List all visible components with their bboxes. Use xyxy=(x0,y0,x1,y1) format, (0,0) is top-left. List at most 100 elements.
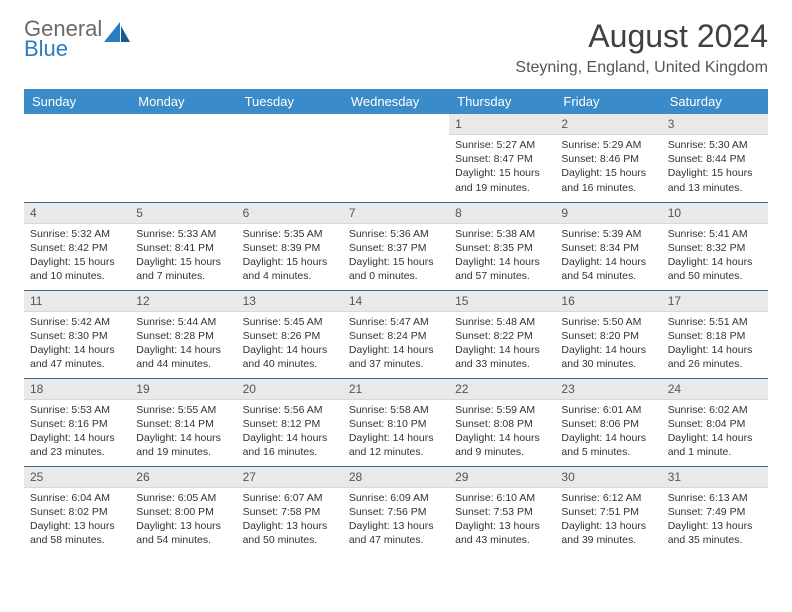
day-number: 3 xyxy=(662,114,768,135)
day-number: 17 xyxy=(662,291,768,312)
day-daylight: Daylight: 14 hours and 16 minutes. xyxy=(243,431,337,459)
day-sunset: Sunset: 8:26 PM xyxy=(243,329,337,343)
dayname-row: Sunday Monday Tuesday Wednesday Thursday… xyxy=(24,89,768,114)
day-daylight: Daylight: 14 hours and 5 minutes. xyxy=(561,431,655,459)
day-details: Sunrise: 6:10 AMSunset: 7:53 PMDaylight:… xyxy=(449,488,555,552)
day-sunrise: Sunrise: 5:56 AM xyxy=(243,403,337,417)
day-sunrise: Sunrise: 5:45 AM xyxy=(243,315,337,329)
day-number: 27 xyxy=(237,467,343,488)
day-details: Sunrise: 5:47 AMSunset: 8:24 PMDaylight:… xyxy=(343,312,449,376)
day-sunset: Sunset: 8:12 PM xyxy=(243,417,337,431)
day-sunset: Sunset: 8:47 PM xyxy=(455,152,549,166)
day-sunrise: Sunrise: 5:36 AM xyxy=(349,227,443,241)
day-sunrise: Sunrise: 5:44 AM xyxy=(136,315,230,329)
header: General Blue August 2024 Steyning, Engla… xyxy=(24,18,768,77)
calendar-row: 25Sunrise: 6:04 AMSunset: 8:02 PMDayligh… xyxy=(24,466,768,554)
logo-line2: Blue xyxy=(24,38,102,60)
day-number: 26 xyxy=(130,467,236,488)
calendar-cell: 24Sunrise: 6:02 AMSunset: 8:04 PMDayligh… xyxy=(662,378,768,466)
day-sunset: Sunset: 7:53 PM xyxy=(455,505,549,519)
calendar-cell: 29Sunrise: 6:10 AMSunset: 7:53 PMDayligh… xyxy=(449,466,555,554)
day-daylight: Daylight: 15 hours and 7 minutes. xyxy=(136,255,230,283)
calendar-cell: 31Sunrise: 6:13 AMSunset: 7:49 PMDayligh… xyxy=(662,466,768,554)
dayname-mon: Monday xyxy=(130,89,236,114)
day-sunrise: Sunrise: 6:07 AM xyxy=(243,491,337,505)
day-sunrise: Sunrise: 5:59 AM xyxy=(455,403,549,417)
day-details: Sunrise: 6:13 AMSunset: 7:49 PMDaylight:… xyxy=(662,488,768,552)
calendar-cell: 20Sunrise: 5:56 AMSunset: 8:12 PMDayligh… xyxy=(237,378,343,466)
calendar-row: 18Sunrise: 5:53 AMSunset: 8:16 PMDayligh… xyxy=(24,378,768,466)
calendar-cell: 30Sunrise: 6:12 AMSunset: 7:51 PMDayligh… xyxy=(555,466,661,554)
day-details: Sunrise: 6:05 AMSunset: 8:00 PMDaylight:… xyxy=(130,488,236,552)
calendar-cell: 23Sunrise: 6:01 AMSunset: 8:06 PMDayligh… xyxy=(555,378,661,466)
day-daylight: Daylight: 14 hours and 57 minutes. xyxy=(455,255,549,283)
day-sunrise: Sunrise: 6:13 AM xyxy=(668,491,762,505)
day-daylight: Daylight: 14 hours and 23 minutes. xyxy=(30,431,124,459)
day-daylight: Daylight: 14 hours and 44 minutes. xyxy=(136,343,230,371)
day-sunset: Sunset: 8:28 PM xyxy=(136,329,230,343)
location-label: Steyning, England, United Kingdom xyxy=(515,59,768,77)
day-daylight: Daylight: 14 hours and 40 minutes. xyxy=(243,343,337,371)
calendar-cell xyxy=(130,114,236,202)
calendar-cell: 18Sunrise: 5:53 AMSunset: 8:16 PMDayligh… xyxy=(24,378,130,466)
day-sunset: Sunset: 7:58 PM xyxy=(243,505,337,519)
day-number: 5 xyxy=(130,203,236,224)
day-sunrise: Sunrise: 6:02 AM xyxy=(668,403,762,417)
day-number: 6 xyxy=(237,203,343,224)
day-details: Sunrise: 5:50 AMSunset: 8:20 PMDaylight:… xyxy=(555,312,661,376)
day-sunset: Sunset: 8:42 PM xyxy=(30,241,124,255)
title-block: August 2024 Steyning, England, United Ki… xyxy=(515,18,768,77)
day-daylight: Daylight: 13 hours and 58 minutes. xyxy=(30,519,124,547)
day-sunrise: Sunrise: 6:12 AM xyxy=(561,491,655,505)
day-details: Sunrise: 6:02 AMSunset: 8:04 PMDaylight:… xyxy=(662,400,768,464)
day-sunrise: Sunrise: 6:04 AM xyxy=(30,491,124,505)
day-number: 8 xyxy=(449,203,555,224)
day-details: Sunrise: 5:59 AMSunset: 8:08 PMDaylight:… xyxy=(449,400,555,464)
day-sunset: Sunset: 8:06 PM xyxy=(561,417,655,431)
dayname-sat: Saturday xyxy=(662,89,768,114)
day-sunrise: Sunrise: 5:47 AM xyxy=(349,315,443,329)
dayname-wed: Wednesday xyxy=(343,89,449,114)
day-sunset: Sunset: 7:56 PM xyxy=(349,505,443,519)
day-number: 9 xyxy=(555,203,661,224)
day-daylight: Daylight: 15 hours and 10 minutes. xyxy=(30,255,124,283)
day-details: Sunrise: 5:38 AMSunset: 8:35 PMDaylight:… xyxy=(449,224,555,288)
day-details: Sunrise: 5:35 AMSunset: 8:39 PMDaylight:… xyxy=(237,224,343,288)
day-sunset: Sunset: 8:00 PM xyxy=(136,505,230,519)
day-details: Sunrise: 5:48 AMSunset: 8:22 PMDaylight:… xyxy=(449,312,555,376)
day-daylight: Daylight: 14 hours and 12 minutes. xyxy=(349,431,443,459)
day-sunset: Sunset: 8:16 PM xyxy=(30,417,124,431)
day-sunset: Sunset: 8:39 PM xyxy=(243,241,337,255)
day-daylight: Daylight: 14 hours and 9 minutes. xyxy=(455,431,549,459)
day-daylight: Daylight: 14 hours and 54 minutes. xyxy=(561,255,655,283)
calendar-cell: 8Sunrise: 5:38 AMSunset: 8:35 PMDaylight… xyxy=(449,202,555,290)
day-sunrise: Sunrise: 5:39 AM xyxy=(561,227,655,241)
day-details: Sunrise: 5:27 AMSunset: 8:47 PMDaylight:… xyxy=(449,135,555,199)
day-details: Sunrise: 5:51 AMSunset: 8:18 PMDaylight:… xyxy=(662,312,768,376)
day-daylight: Daylight: 13 hours and 39 minutes. xyxy=(561,519,655,547)
calendar-row: 1Sunrise: 5:27 AMSunset: 8:47 PMDaylight… xyxy=(24,114,768,202)
day-sunrise: Sunrise: 5:58 AM xyxy=(349,403,443,417)
day-details: Sunrise: 5:42 AMSunset: 8:30 PMDaylight:… xyxy=(24,312,130,376)
day-sunset: Sunset: 8:37 PM xyxy=(349,241,443,255)
day-daylight: Daylight: 13 hours and 43 minutes. xyxy=(455,519,549,547)
calendar-cell: 5Sunrise: 5:33 AMSunset: 8:41 PMDaylight… xyxy=(130,202,236,290)
calendar-cell: 11Sunrise: 5:42 AMSunset: 8:30 PMDayligh… xyxy=(24,290,130,378)
day-sunrise: Sunrise: 5:33 AM xyxy=(136,227,230,241)
calendar-cell: 6Sunrise: 5:35 AMSunset: 8:39 PMDaylight… xyxy=(237,202,343,290)
day-details: Sunrise: 5:29 AMSunset: 8:46 PMDaylight:… xyxy=(555,135,661,199)
day-number: 7 xyxy=(343,203,449,224)
day-daylight: Daylight: 15 hours and 19 minutes. xyxy=(455,166,549,194)
day-sunset: Sunset: 8:10 PM xyxy=(349,417,443,431)
day-sunrise: Sunrise: 5:41 AM xyxy=(668,227,762,241)
calendar-cell: 12Sunrise: 5:44 AMSunset: 8:28 PMDayligh… xyxy=(130,290,236,378)
day-daylight: Daylight: 14 hours and 1 minute. xyxy=(668,431,762,459)
day-sunrise: Sunrise: 6:09 AM xyxy=(349,491,443,505)
day-daylight: Daylight: 15 hours and 0 minutes. xyxy=(349,255,443,283)
day-sunset: Sunset: 8:14 PM xyxy=(136,417,230,431)
day-sunrise: Sunrise: 5:48 AM xyxy=(455,315,549,329)
day-daylight: Daylight: 13 hours and 35 minutes. xyxy=(668,519,762,547)
day-details: Sunrise: 5:56 AMSunset: 8:12 PMDaylight:… xyxy=(237,400,343,464)
day-sunset: Sunset: 8:20 PM xyxy=(561,329,655,343)
calendar-cell: 16Sunrise: 5:50 AMSunset: 8:20 PMDayligh… xyxy=(555,290,661,378)
